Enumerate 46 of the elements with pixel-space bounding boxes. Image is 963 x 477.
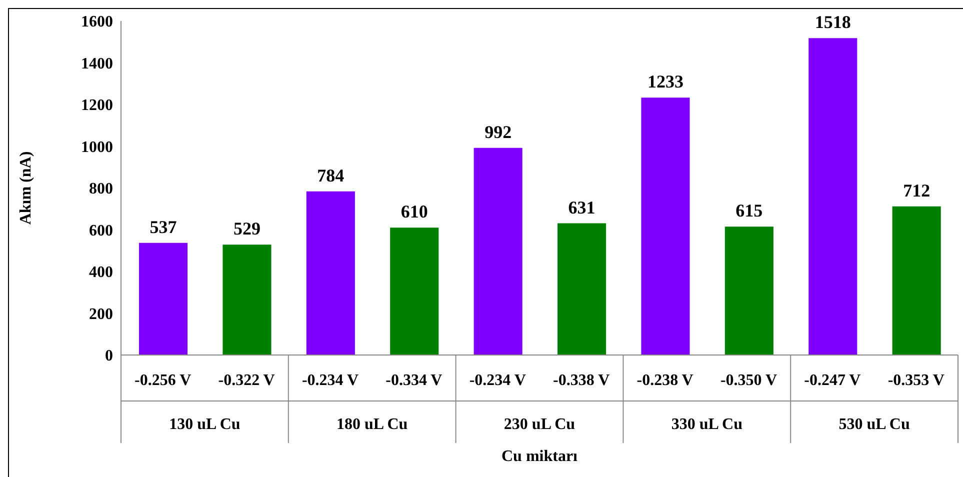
y-tick-label: 0 <box>105 348 113 365</box>
y-tick-label: 600 <box>89 222 113 240</box>
y-tick-label: 1000 <box>81 138 113 156</box>
x-tick-label: -0.256 V <box>134 372 192 389</box>
x-tick-label: -0.234 V <box>302 372 359 389</box>
data-label: 784 <box>317 165 344 186</box>
bar <box>558 223 606 355</box>
y-tick-label: 400 <box>89 264 113 282</box>
data-label: 610 <box>400 202 428 222</box>
y-tick-label: 200 <box>89 306 113 323</box>
data-label: 615 <box>736 200 763 221</box>
text: 130 uL Cu <box>169 416 240 433</box>
bar <box>139 242 188 355</box>
bar <box>474 148 522 355</box>
data-label: 529 <box>233 218 260 239</box>
x-tick-label: -0.334 V <box>386 372 443 389</box>
bar <box>892 206 941 355</box>
x-tick-label: -0.322 V <box>218 372 276 389</box>
text: 330 uL Cu <box>671 416 743 433</box>
x-tick-label: -0.353 V <box>888 372 945 389</box>
x-tick-label: -0.234 V <box>469 372 526 389</box>
text: 530 uL Cu <box>838 416 910 433</box>
y-tick-label: 800 <box>89 180 113 198</box>
y-tick-label: 1400 <box>81 55 113 72</box>
bar <box>724 226 774 355</box>
bar <box>306 191 355 355</box>
data-label: 631 <box>568 197 596 218</box>
data-label: 1233 <box>647 72 684 92</box>
bar <box>808 38 858 355</box>
text: 230 uL Cu <box>504 416 576 433</box>
bar <box>222 244 272 355</box>
data-label: 537 <box>150 216 177 237</box>
data-label: 712 <box>903 180 930 200</box>
data-label: 992 <box>484 122 512 142</box>
x-tick-label: -0.247 V <box>804 372 862 389</box>
x-tick-label: -0.238 V <box>636 372 694 389</box>
data-label: 1518 <box>814 12 851 32</box>
y-tick-label: 1600 <box>81 14 113 31</box>
y-axis-title: Akım (nA) <box>18 151 35 225</box>
y-tick-label: 1200 <box>81 97 113 114</box>
x-tick-label: -0.338 V <box>553 372 610 389</box>
bar <box>390 228 439 355</box>
text: 180 uL Cu <box>336 416 408 433</box>
bar <box>641 98 690 355</box>
x-tick-label: -0.350 V <box>720 372 778 389</box>
x-axis-title: Cu miktarı <box>502 448 578 465</box>
